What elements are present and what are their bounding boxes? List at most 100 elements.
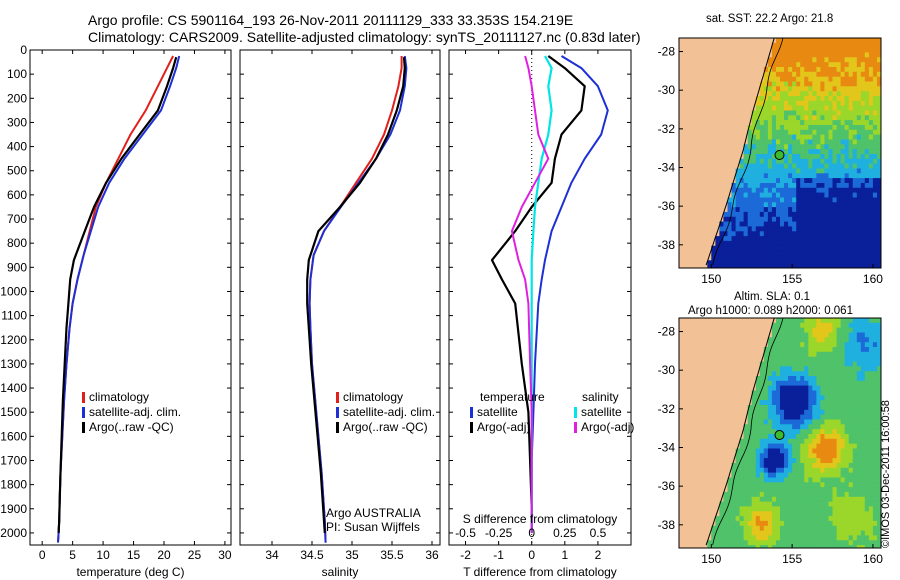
map-cell	[800, 139, 805, 145]
map-cell	[755, 520, 761, 527]
map-cell	[735, 520, 741, 527]
map-cell	[771, 400, 777, 406]
map-cell	[868, 342, 874, 348]
map-cell	[864, 207, 870, 213]
map-cell	[836, 540, 842, 546]
map-cell	[780, 236, 785, 242]
map-cell	[800, 327, 805, 334]
map-cell	[727, 202, 733, 208]
map-cell	[868, 419, 874, 425]
map-cell	[824, 211, 829, 218]
map-cell	[860, 52, 866, 58]
map-cell	[872, 511, 878, 517]
map-cell	[796, 448, 801, 454]
map-cell	[788, 434, 793, 440]
map-cell	[812, 168, 817, 174]
map-cell	[872, 535, 878, 541]
map-cell	[796, 516, 801, 522]
map-cell	[836, 318, 842, 324]
map-cell	[852, 429, 858, 435]
map-cell	[856, 42, 862, 49]
map-cell	[796, 525, 801, 532]
map-cell	[763, 429, 769, 435]
map-cell	[763, 487, 769, 493]
map-cell	[780, 240, 785, 247]
map-cell	[808, 390, 813, 396]
map-cell	[767, 192, 773, 198]
map-cell	[808, 96, 813, 102]
map-cell	[832, 42, 838, 49]
map-cell	[832, 448, 838, 454]
map-cell	[784, 458, 789, 464]
sst-map-panel: 150 155 160-28-30-32-34-36-38	[658, 37, 883, 286]
map-cell	[868, 240, 874, 247]
map-cell	[735, 265, 741, 268]
map-cell	[755, 265, 761, 268]
map-cell	[804, 192, 809, 198]
map-cell	[840, 207, 846, 213]
map-cell	[872, 245, 878, 252]
map-cell	[735, 255, 741, 261]
map-cell	[852, 216, 858, 223]
map-cell	[788, 202, 793, 208]
map-cell	[784, 376, 789, 382]
map-cell	[877, 168, 881, 174]
map-cell	[788, 545, 793, 548]
map-cell	[800, 390, 805, 396]
map-cell	[828, 380, 834, 387]
map-cell	[767, 491, 773, 498]
map-cell	[780, 463, 785, 469]
map-cell	[808, 351, 813, 358]
map-cell	[796, 158, 801, 165]
map-cell	[776, 207, 781, 213]
map-cell	[796, 100, 801, 107]
map-cell	[804, 390, 809, 396]
map-cell	[828, 448, 834, 454]
map-cell	[804, 405, 809, 411]
map-cell	[788, 472, 793, 478]
map-cell	[780, 81, 785, 87]
map-cell	[808, 255, 813, 261]
map-cell	[852, 173, 858, 179]
map-cell	[840, 361, 846, 367]
map-cell	[780, 120, 785, 126]
map-cell	[784, 144, 789, 150]
map-cell	[776, 361, 781, 367]
map-cell	[800, 149, 805, 155]
map-cell	[820, 197, 825, 203]
map-cell	[800, 443, 805, 449]
map-cell	[824, 400, 829, 406]
map-cell	[816, 202, 821, 208]
map-cell	[848, 419, 854, 425]
map-cell	[792, 207, 797, 213]
map-cell	[852, 163, 858, 169]
map-cell	[824, 255, 829, 261]
map-cell	[828, 96, 834, 102]
map-cell	[848, 211, 854, 218]
map-cell	[792, 337, 797, 343]
map-cell	[771, 100, 777, 107]
map-cell	[780, 482, 785, 488]
map-cell	[796, 47, 801, 54]
map-cell	[840, 376, 846, 382]
map-cell	[767, 530, 773, 536]
map-cell	[776, 226, 781, 232]
map-cell	[824, 318, 829, 324]
map-cell	[832, 100, 838, 107]
map-cell	[820, 409, 825, 416]
map-cell	[780, 62, 785, 68]
map-cell	[776, 250, 781, 256]
map-cell	[755, 250, 761, 256]
map-cell	[808, 154, 813, 160]
map-cell	[780, 511, 785, 517]
map-cell	[840, 511, 846, 517]
map-cell	[848, 221, 854, 227]
map-cell	[840, 91, 846, 97]
map-cell	[755, 110, 761, 116]
map-cell	[840, 327, 846, 334]
map-cell	[812, 467, 817, 474]
map-cell	[800, 424, 805, 430]
legend-swatch-satellite	[82, 407, 85, 418]
map-cell	[832, 236, 838, 242]
map-cell	[800, 371, 805, 377]
